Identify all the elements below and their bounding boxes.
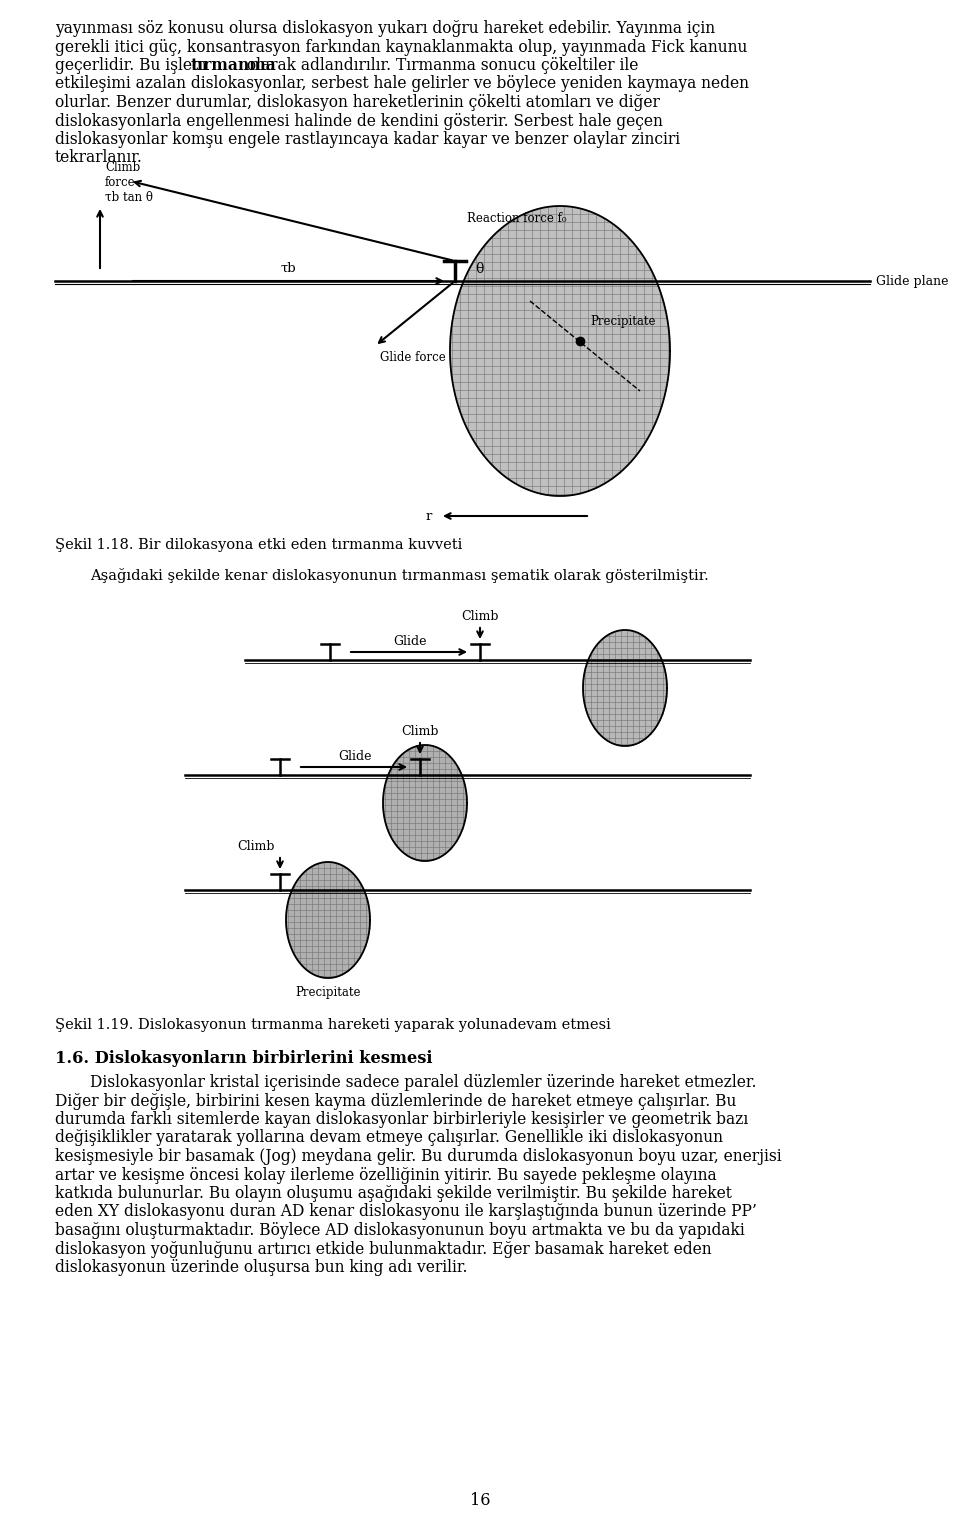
Text: θ: θ — [475, 261, 484, 277]
Text: durumda farklı sitemlerde kayan dislokasyonlar birbirleriyle kesişirler ve geome: durumda farklı sitemlerde kayan dislokas… — [55, 1111, 748, 1128]
Text: dislokasyonlarla engellenmesi halinde de kendini gösterir. Serbest hale geçen: dislokasyonlarla engellenmesi halinde de… — [55, 112, 662, 129]
Polygon shape — [450, 206, 670, 496]
Text: Climb
force
τb tan θ: Climb force τb tan θ — [105, 161, 153, 204]
Text: olarak adlandırılır. Tırmanma sonucu çökeltiler ile: olarak adlandırılır. Tırmanma sonucu çök… — [242, 57, 638, 74]
Text: 1.6. Dislokasyonların birbirlerini kesmesi: 1.6. Dislokasyonların birbirlerini kesme… — [55, 1050, 433, 1067]
Text: Glide: Glide — [394, 635, 427, 649]
Text: dislokasyonun üzerinde oluşursa bun king adı verilir.: dislokasyonun üzerinde oluşursa bun king… — [55, 1259, 468, 1276]
Polygon shape — [383, 745, 467, 861]
Text: artar ve kesişme öncesi kolay ilerleme özelliğinin yitirir. Bu sayede pekleşme o: artar ve kesişme öncesi kolay ilerleme ö… — [55, 1167, 716, 1183]
Text: olurlar. Benzer durumlar, dislokasyon hareketlerinin çökelti atomları ve diğer: olurlar. Benzer durumlar, dislokasyon ha… — [55, 94, 660, 111]
Polygon shape — [286, 862, 370, 978]
Text: katkıda bulunurlar. Bu olayın oluşumu aşağıdaki şekilde verilmiştir. Bu şekilde : katkıda bulunurlar. Bu olayın oluşumu aş… — [55, 1185, 732, 1202]
Text: Precipitate: Precipitate — [296, 987, 361, 999]
Text: tekrarlanır.: tekrarlanır. — [55, 149, 143, 166]
Text: basağını oluşturmaktadır. Böylece AD dislokasyonunun boyu artmakta ve bu da yapı: basağını oluşturmaktadır. Böylece AD dis… — [55, 1222, 745, 1239]
Text: tırmanma: tırmanma — [190, 57, 276, 74]
Text: Glide plane: Glide plane — [876, 275, 948, 289]
Text: gerekli itici güç, konsantrasyon farkından kaynaklanmakta olup, yayınmada Fick k: gerekli itici güç, konsantrasyon farkınd… — [55, 38, 748, 55]
Text: etkileşimi azalan dislokasyonlar, serbest hale gelirler ve böylece yeniden kayma: etkileşimi azalan dislokasyonlar, serbes… — [55, 75, 749, 92]
Text: Glide force: Glide force — [380, 350, 445, 364]
Text: Climb: Climb — [237, 841, 275, 853]
Text: Şekil 1.19. Dislokasyonun tırmanma hareketi yaparak yolunadevam etmesi: Şekil 1.19. Dislokasyonun tırmanma harek… — [55, 1017, 611, 1031]
Text: dislokasyon yoğunluğunu artırıcı etkide bulunmaktadır. Eğer basamak hareket eden: dislokasyon yoğunluğunu artırıcı etkide … — [55, 1240, 711, 1257]
Text: Reaction force f₀: Reaction force f₀ — [467, 212, 566, 226]
Text: Dislokasyonlar kristal içerisinde sadece paralel düzlemler üzerinde hareket etme: Dislokasyonlar kristal içerisinde sadece… — [90, 1074, 756, 1091]
Text: Climb: Climb — [461, 610, 499, 622]
Text: Aşağıdaki şekilde kenar dislokasyonunun tırmanması şematik olarak gösterilmiştir: Aşağıdaki şekilde kenar dislokasyonunun … — [90, 569, 708, 583]
Text: Precipitate: Precipitate — [590, 315, 656, 327]
Polygon shape — [583, 630, 667, 745]
Text: 16: 16 — [469, 1492, 491, 1509]
Text: Şekil 1.18. Bir dilokasyona etki eden tırmanma kuvveti: Şekil 1.18. Bir dilokasyona etki eden tı… — [55, 538, 463, 552]
Text: dislokasyonlar komşu engele rastlayıncaya kadar kayar ve benzer olaylar zinciri: dislokasyonlar komşu engele rastlayıncay… — [55, 131, 680, 148]
Text: Climb: Climb — [401, 725, 439, 738]
Text: r: r — [425, 509, 432, 523]
Text: eden XY dislokasyonu duran AD kenar dislokasyonu ile karşlaştığında bunun üzerin: eden XY dislokasyonu duran AD kenar disl… — [55, 1203, 756, 1220]
Text: kesişmesiyle bir basamak (Jog) meydana gelir. Bu durumda dislokasyonun boyu uzar: kesişmesiyle bir basamak (Jog) meydana g… — [55, 1148, 781, 1165]
Text: Glide: Glide — [338, 750, 372, 762]
Text: Diğer bir değişle, birbirini kesen kayma düzlemlerinde de hareket etmeye çalışır: Diğer bir değişle, birbirini kesen kayma… — [55, 1093, 736, 1110]
Text: τb: τb — [280, 261, 296, 275]
Text: yayınması söz konusu olursa dislokasyon yukarı doğru hareket edebilir. Yayınma i: yayınması söz konusu olursa dislokasyon … — [55, 20, 715, 37]
Text: geçerlidir. Bu işlem: geçerlidir. Bu işlem — [55, 57, 211, 74]
Text: değişiklikler yaratarak yollarına devam etmeye çalışırlar. Genellikle iki dislok: değişiklikler yaratarak yollarına devam … — [55, 1130, 723, 1147]
